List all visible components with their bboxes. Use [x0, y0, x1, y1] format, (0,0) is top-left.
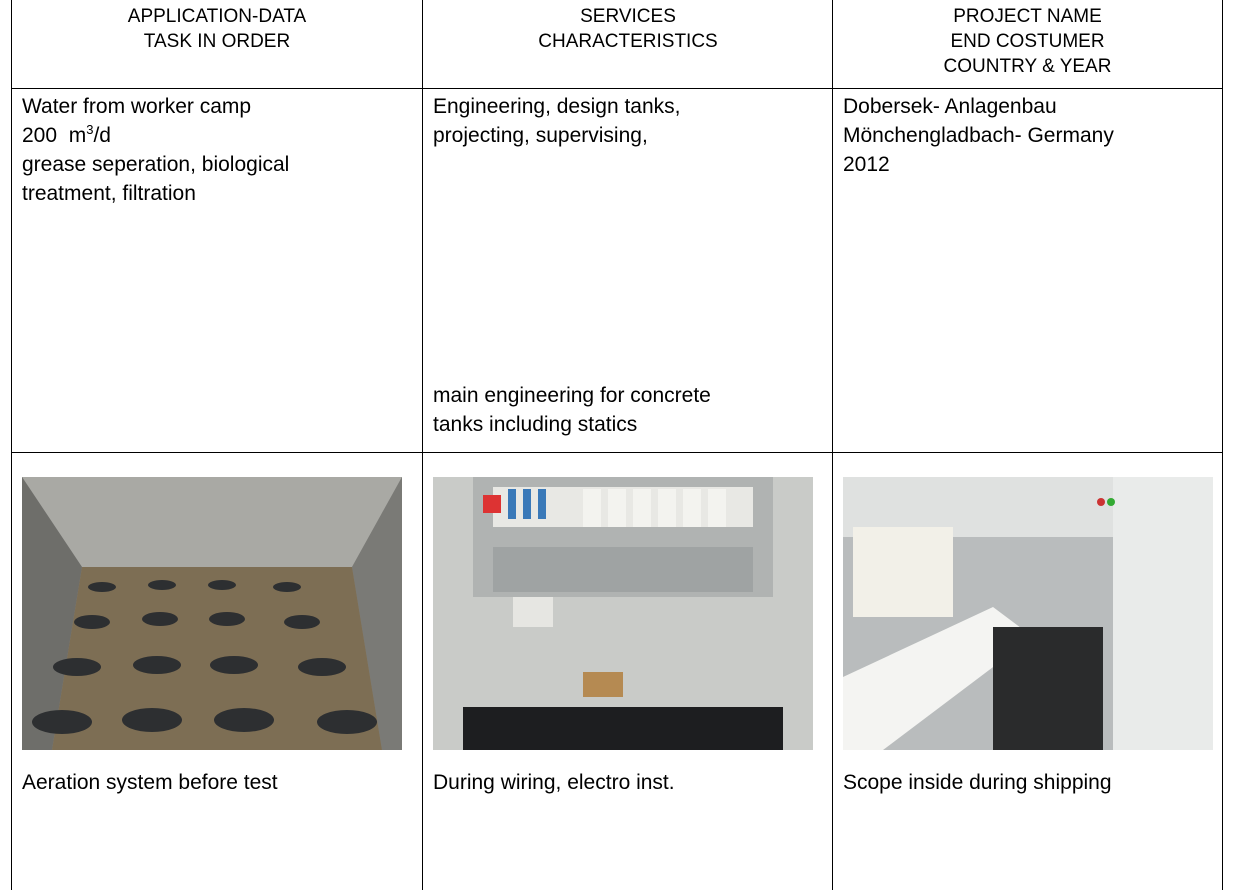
column-header: APPLICATION-DATA TASK IN ORDER — [12, 4, 422, 54]
table-border — [422, 0, 423, 890]
description-cell: Engineering, design tanks, projecting, s… — [433, 92, 681, 150]
text-line: 2012 — [843, 153, 890, 176]
quantity: 200 m — [22, 124, 87, 147]
header-line: END COSTUMER — [950, 31, 1105, 52]
photo-caption: Aeration system before test — [22, 771, 278, 794]
photo-container — [843, 477, 1213, 750]
table-border — [11, 452, 1223, 453]
header-line: TASK IN ORDER — [143, 31, 291, 52]
text-line: grease seperation, biological — [22, 153, 290, 176]
header-line: CHARACTERISTICS — [538, 31, 718, 52]
unit: /d — [93, 124, 111, 147]
photo-wiring — [433, 477, 813, 750]
header-line: SERVICES — [580, 6, 676, 27]
photo-aeration — [22, 477, 402, 750]
table-border — [11, 88, 1223, 89]
text-line: tanks including statics — [433, 413, 638, 436]
text-line: Engineering, design tanks, — [433, 95, 681, 118]
column-header: SERVICES CHARACTERISTICS — [423, 4, 833, 54]
header-line: PROJECT NAME — [953, 6, 1102, 27]
text-line: projecting, supervising, — [433, 124, 648, 147]
header-line: COUNTRY & YEAR — [943, 56, 1112, 77]
table-border — [1222, 0, 1223, 890]
table-border — [11, 0, 12, 890]
description-cell: Dobersek- Anlagenbau Mönchengladbach- Ge… — [843, 92, 1114, 179]
column-header: PROJECT NAME END COSTUMER COUNTRY & YEAR — [833, 4, 1222, 79]
text-line: 200 m3/d — [22, 121, 289, 150]
text-line: Mönchengladbach- Germany — [843, 124, 1114, 147]
superscript: 3 — [86, 122, 94, 137]
text-line: main engineering for concrete — [433, 384, 711, 407]
text-line: treatment, filtration — [22, 182, 196, 205]
text-line: Water from worker camp — [22, 95, 252, 118]
description-cell: Water from worker camp 200 m3/d grease s… — [22, 92, 289, 208]
photo-caption: During wiring, electro inst. — [433, 771, 675, 794]
description-cell: main engineering for concrete tanks incl… — [433, 381, 711, 439]
table-border — [832, 0, 833, 890]
text-line: Dobersek- Anlagenbau — [843, 95, 1057, 118]
header-line: APPLICATION-DATA — [127, 6, 307, 27]
photo-caption: Scope inside during shipping — [843, 771, 1112, 794]
